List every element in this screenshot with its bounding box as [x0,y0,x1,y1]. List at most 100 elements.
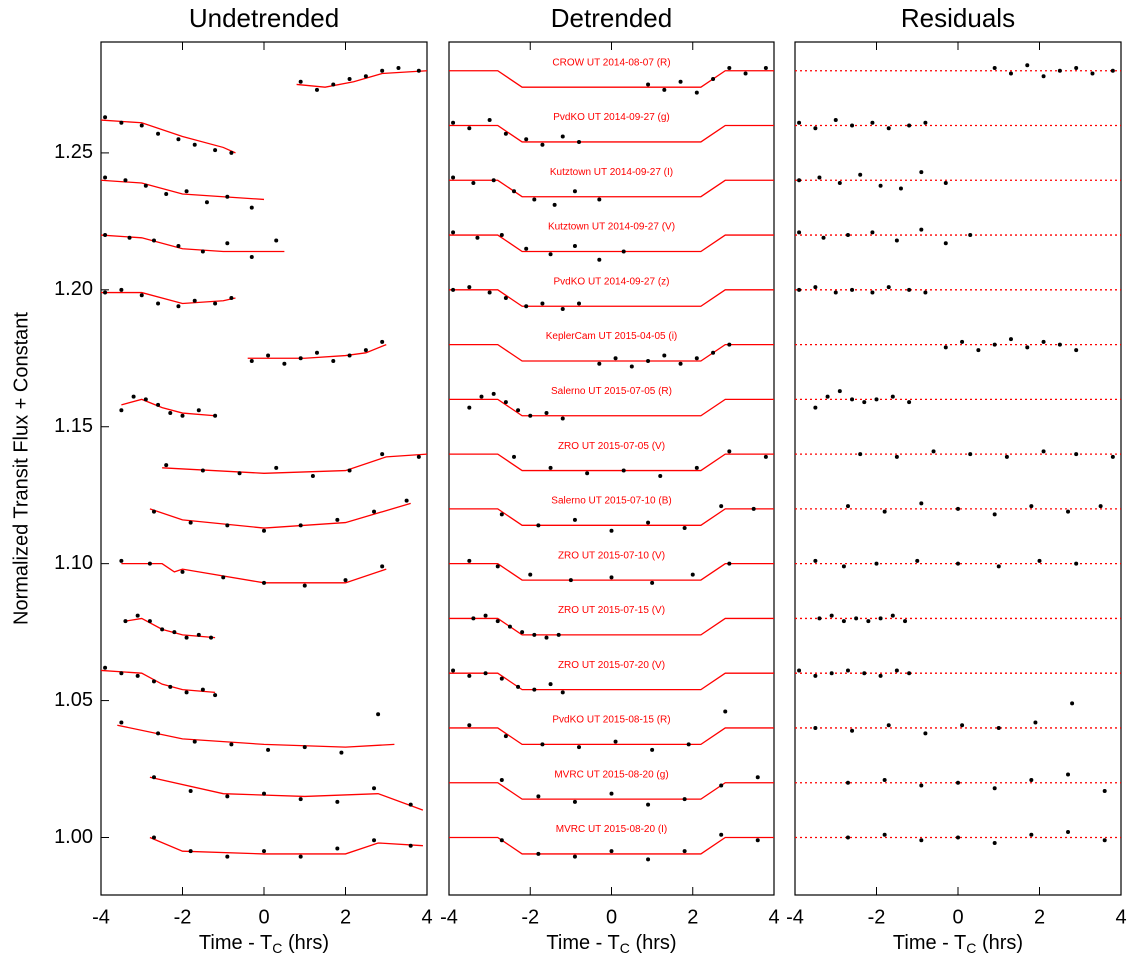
data-point [229,150,234,155]
data-point [1066,772,1071,777]
data-point [613,739,618,744]
data-point [1029,777,1034,782]
data-point [372,838,377,843]
data-point [262,849,266,854]
data-point [1041,74,1046,79]
model-line [100,179,265,201]
model-line [449,727,774,746]
data-point [135,613,140,618]
data-point [151,775,156,780]
data-point [119,287,124,292]
plot-frame [100,41,428,896]
data-point [347,468,352,473]
data-point [919,227,924,232]
data-point [274,465,279,470]
data-point [483,671,488,676]
data-point [347,353,352,358]
data-point [682,526,687,531]
model-line [101,291,236,305]
data-point [335,846,340,851]
data-point [376,712,381,717]
data-point [650,747,655,752]
data-point [213,301,218,306]
data-point [196,408,201,413]
data-point [956,835,960,840]
data-point [524,246,529,251]
data-point [678,79,683,84]
data-point [467,285,472,290]
data-point [119,408,124,413]
data-point [544,635,549,640]
data-point [103,665,108,670]
data-point [156,731,161,736]
data-point [204,200,209,205]
data-point [923,731,928,736]
data-point [331,359,336,364]
data-point [943,241,948,246]
data-point [544,411,549,416]
data-point [164,463,169,468]
data-point [560,306,565,311]
x-tick-label: 0 [952,906,963,928]
data-point [833,290,838,295]
data-point [192,739,197,744]
data-point [870,290,875,295]
data-point [976,348,981,353]
data-point [621,468,626,473]
data-point [813,126,818,131]
data-point [845,504,850,509]
data-point [898,186,903,191]
data-point [956,561,960,566]
data-point [1102,838,1107,843]
data-point [1074,561,1079,566]
x-axis-label-part: C [272,940,282,956]
data-point [156,301,161,306]
data-point [119,120,124,125]
data-point [147,619,152,624]
data-point [119,558,124,563]
data-point [568,578,573,583]
data-point [209,635,214,640]
data-point [225,854,230,859]
data-point [103,233,108,238]
data-point [658,474,663,479]
data-point [719,832,724,837]
data-point [512,454,516,459]
data-point [491,391,496,396]
data-point [1025,63,1030,68]
data-point [532,632,537,637]
data-point [560,134,565,139]
data-point [1110,68,1115,73]
data-point [894,454,899,459]
data-point [119,671,124,676]
data-point [1074,452,1079,457]
data-point [176,137,181,142]
data-point [552,202,557,207]
y-tick-label: 1.20 [54,278,93,300]
data-point [416,68,421,73]
series-label: MVRC UT 2015-08-20 (I) [556,824,668,835]
data-point [646,802,651,807]
data-point [314,350,319,355]
data-point [487,118,492,123]
data-point [143,397,148,402]
data-point [1041,449,1046,454]
data-point [156,131,161,136]
data-point [1070,701,1075,706]
model-line [149,502,411,529]
data-point [1008,71,1013,76]
data-point [996,725,1001,730]
data-point [139,293,144,298]
model-line [449,179,774,198]
data-point [919,501,924,506]
data-point [1004,454,1009,459]
x-axis-label-part: C [966,940,976,956]
model-line [296,70,428,88]
data-point [813,558,818,563]
data-point [694,465,699,470]
data-point [503,400,508,405]
x-axis-label-part: (hrs) [976,932,1023,954]
model-line [449,782,774,800]
data-point [629,364,634,369]
